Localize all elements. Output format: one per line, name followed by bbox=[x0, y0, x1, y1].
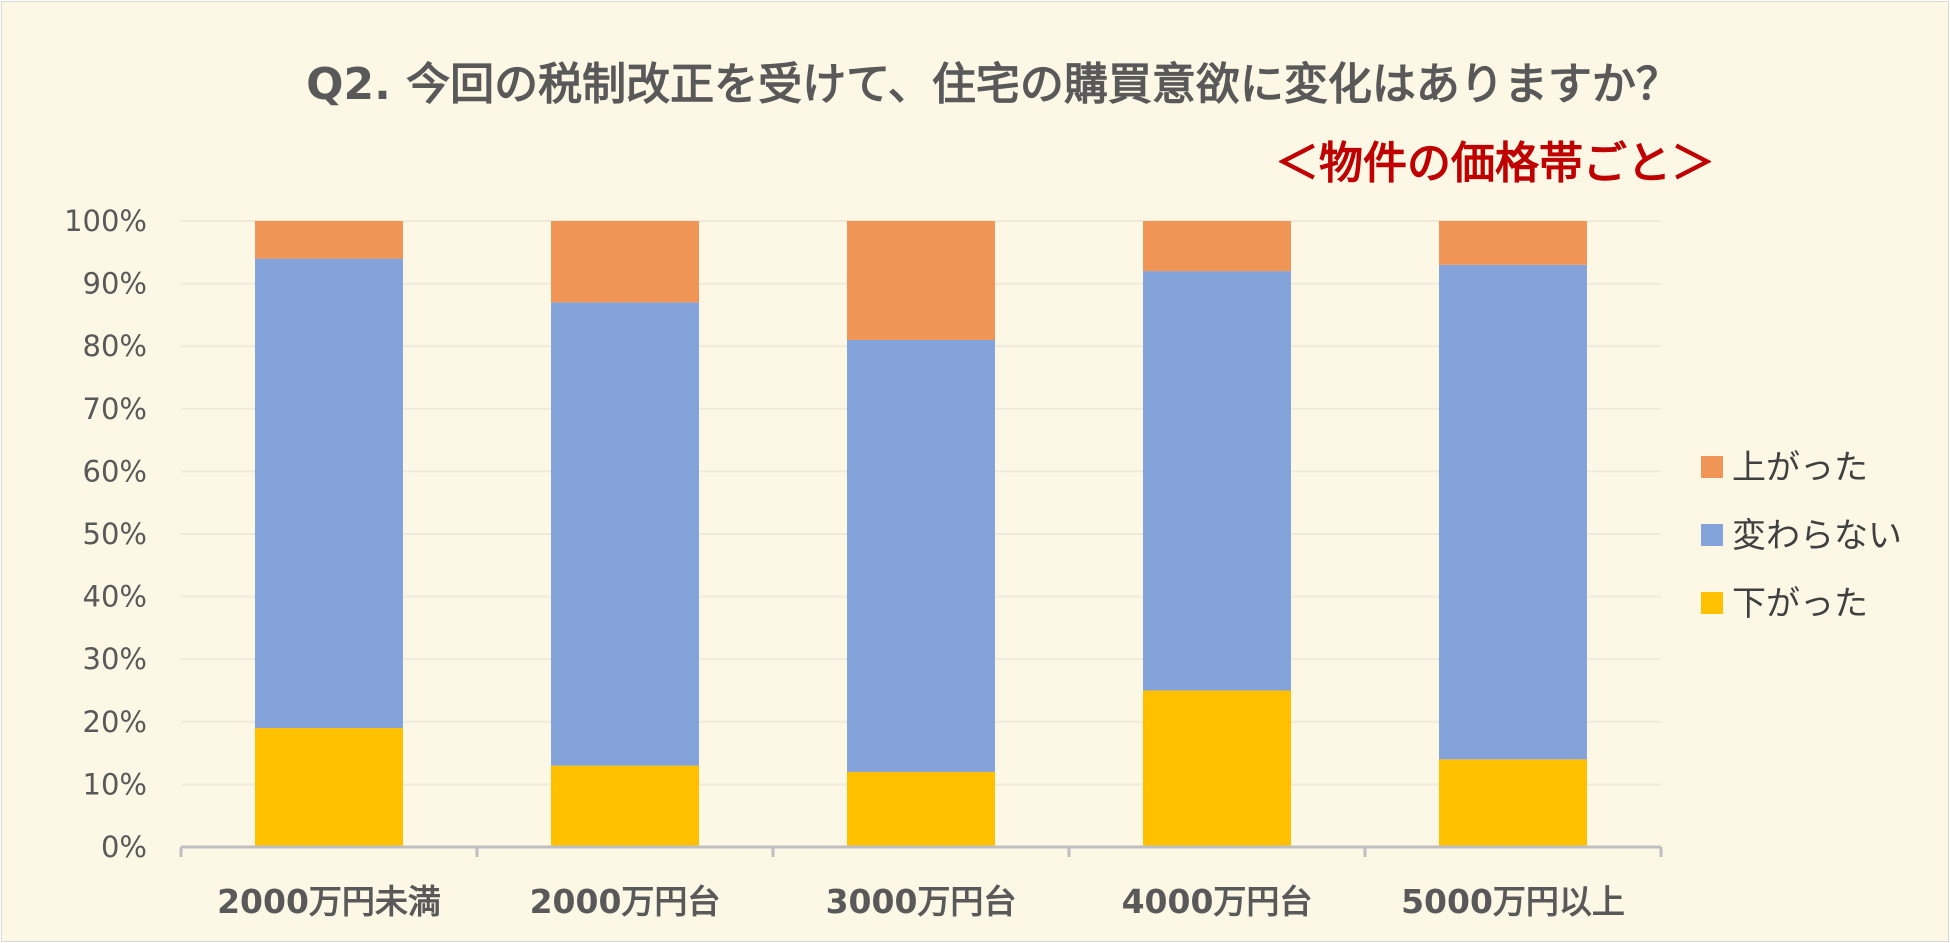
bar-segment bbox=[1439, 759, 1587, 847]
y-tick-label: 20% bbox=[83, 705, 147, 739]
y-tick-label: 100% bbox=[64, 204, 147, 238]
y-tick-label: 40% bbox=[83, 580, 147, 614]
y-tick-label: 0% bbox=[101, 830, 147, 864]
bar-segment bbox=[551, 765, 699, 847]
y-tick-label: 60% bbox=[83, 454, 147, 488]
bar-segment bbox=[847, 221, 995, 340]
legend-swatch bbox=[1701, 524, 1723, 546]
y-tick-label: 10% bbox=[83, 767, 147, 801]
bar-segment bbox=[255, 728, 403, 847]
x-tick-label: 5000万円以上 bbox=[1401, 882, 1625, 921]
legend-swatch bbox=[1701, 456, 1723, 478]
y-tick-label: 80% bbox=[83, 329, 147, 363]
x-tick-label: 3000万円台 bbox=[826, 882, 1017, 921]
bar-segment bbox=[255, 221, 403, 259]
y-tick-label: 50% bbox=[83, 517, 147, 551]
y-tick-label: 30% bbox=[83, 642, 147, 676]
bar-segment bbox=[847, 339, 995, 772]
y-axis-ticks: 0% 10% 20% 30% 40% 50% 60% 70% 80% 90% 100% bbox=[64, 204, 147, 864]
bar-segment bbox=[1439, 221, 1587, 265]
bar-segment bbox=[255, 258, 403, 729]
bar-segment bbox=[551, 302, 699, 766]
legend-label: 変わらない bbox=[1732, 516, 1902, 556]
x-tick-label: 4000万円台 bbox=[1122, 882, 1313, 921]
bar-segment bbox=[847, 771, 995, 847]
bar-segment bbox=[1143, 221, 1291, 272]
bar-segment bbox=[1143, 271, 1291, 691]
y-tick-label: 90% bbox=[83, 267, 147, 301]
x-tick-label: 2000万円未満 bbox=[217, 882, 441, 921]
chart-subtitle: ＜物件の価格帯ごと＞ bbox=[1275, 138, 1715, 189]
x-axis-ticks: 2000万円未満 2000万円台 3000万円台 4000万円台 5000万円以上 bbox=[217, 882, 1625, 921]
bar-segment bbox=[551, 221, 699, 303]
legend-label: 上がった bbox=[1732, 448, 1868, 488]
bar-segment bbox=[1439, 264, 1587, 760]
y-tick-label: 70% bbox=[83, 392, 147, 426]
chart-title: Q2. 今回の税制改正を受けて、住宅の購買意欲に変化はありますか？ bbox=[306, 59, 1680, 110]
x-axis bbox=[179, 845, 1663, 857]
bars bbox=[255, 221, 1587, 847]
legend-swatch bbox=[1701, 592, 1723, 614]
bar-segment bbox=[1143, 690, 1291, 847]
x-tick-label: 2000万円台 bbox=[530, 882, 721, 921]
legend-label: 下がった bbox=[1732, 584, 1868, 624]
